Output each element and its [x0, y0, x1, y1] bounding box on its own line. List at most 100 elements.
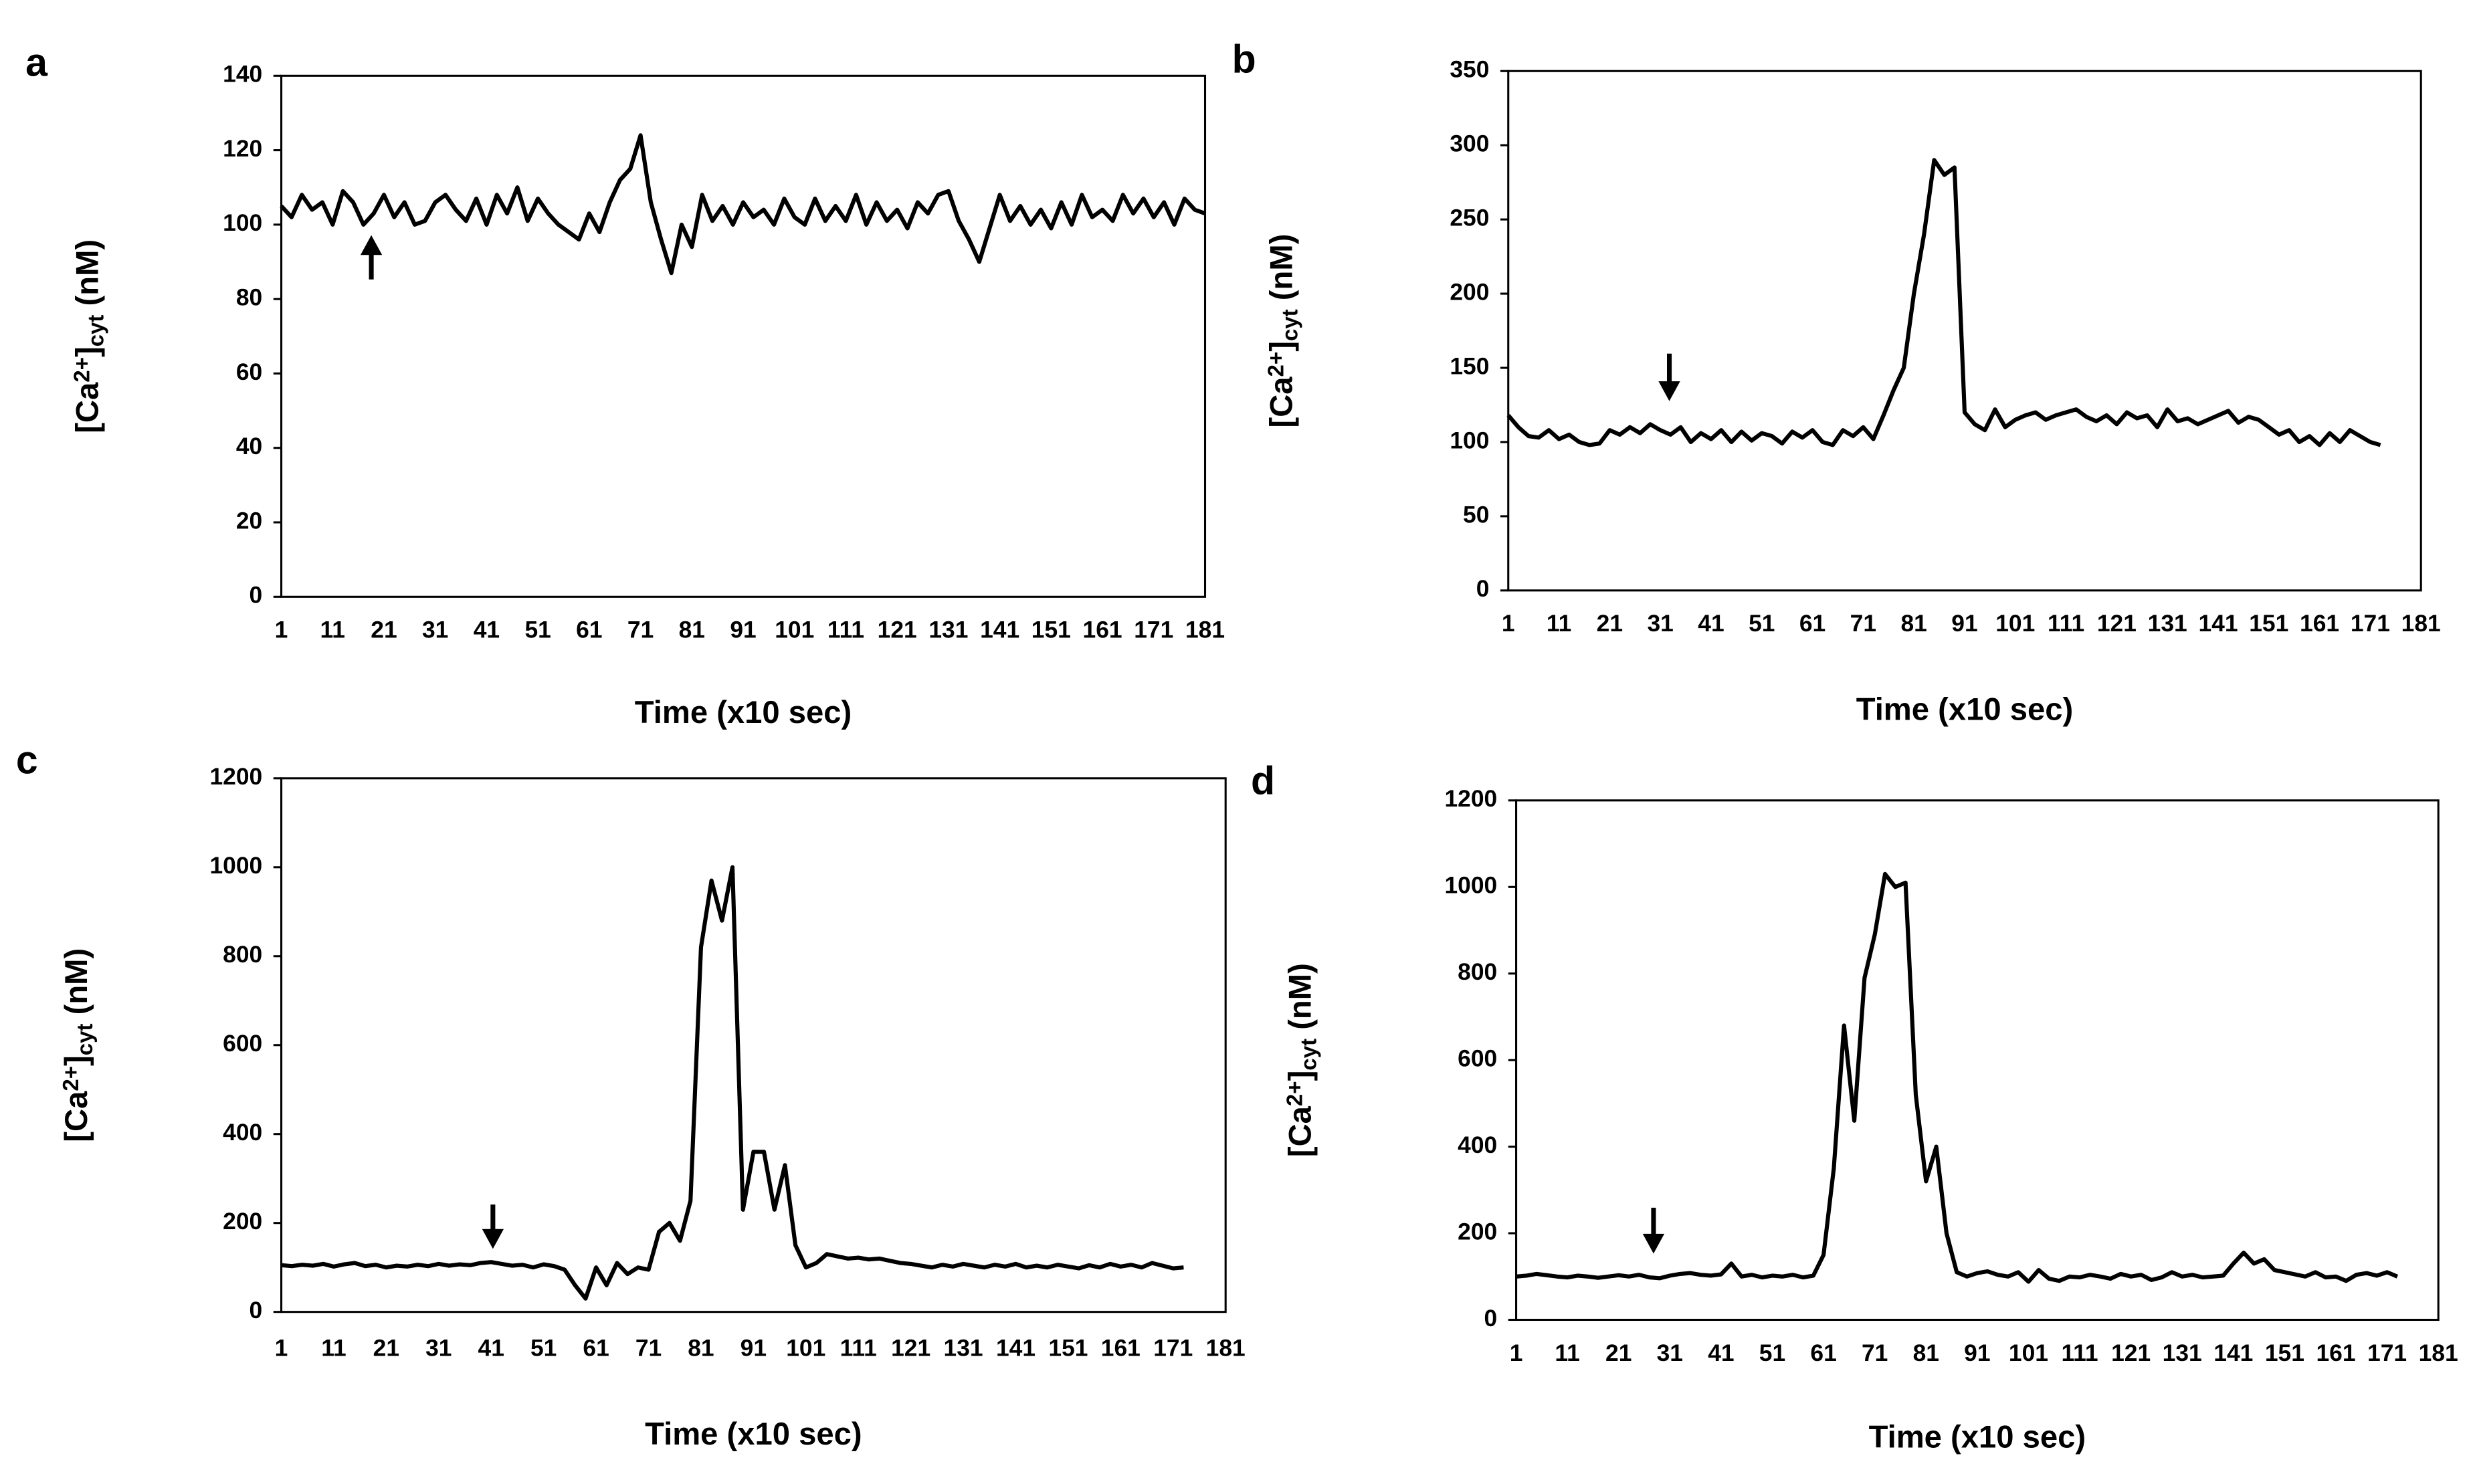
x-tick-label: 181: [1185, 617, 1225, 643]
y-axis-title-part: ]: [1264, 341, 1299, 352]
x-tick-label: 91: [1951, 610, 1977, 637]
x-tick-label: 161: [2316, 1340, 2355, 1366]
x-tick-label: 111: [2061, 1340, 2098, 1366]
y-tick-label: 200: [1450, 278, 1489, 305]
y-axis-title-part: [Ca: [1283, 1105, 1318, 1157]
x-tick-label: 61: [583, 1335, 609, 1362]
x-tick-label: 71: [627, 617, 654, 643]
x-tick-label: 1: [275, 617, 288, 643]
y-axis-title-part: ]: [59, 1055, 94, 1066]
y-tick-label: 400: [223, 1119, 262, 1146]
y-tick-label: 250: [1450, 204, 1489, 231]
x-tick-label: 101: [1995, 610, 2035, 637]
y-axis-title: [Ca2+]cyt (nM): [59, 948, 98, 1142]
x-tick-label: 151: [1048, 1335, 1088, 1362]
x-tick-label: 51: [530, 1335, 557, 1362]
x-tick-label: 51: [1749, 610, 1775, 637]
y-tick-label: 60: [236, 358, 262, 385]
y-axis-title: [Ca2+]cyt (nM): [70, 239, 109, 433]
x-tick-label: 141: [2198, 610, 2238, 637]
x-tick-label: 171: [1153, 1335, 1193, 1362]
x-tick-label: 171: [2367, 1340, 2407, 1366]
y-axis-title-part: cyt: [73, 1023, 98, 1055]
y-axis-title-part: ]: [1283, 1071, 1318, 1081]
y-tick-label: 100: [1450, 427, 1489, 453]
x-tick-label: 21: [1605, 1340, 1632, 1366]
data-line: [1516, 871, 2399, 1284]
x-tick-label: 21: [371, 617, 397, 643]
y-tick-label: 40: [236, 433, 262, 459]
x-tick-label: 181: [1206, 1335, 1246, 1362]
y-tick-label: 150: [1450, 352, 1489, 379]
y-tick-label: 120: [223, 135, 262, 162]
x-tick-label: 151: [2249, 610, 2288, 637]
x-tick-label: 141: [996, 1335, 1035, 1362]
arrow-head: [482, 1229, 504, 1249]
y-axis-title-part: (nM): [70, 239, 106, 315]
x-tick-label: 81: [688, 1335, 714, 1362]
x-tick-label: 31: [1657, 1340, 1683, 1366]
x-tick-label: 131: [2163, 1340, 2202, 1366]
y-tick-label: 0: [250, 1297, 263, 1323]
y-tick-label: 300: [1450, 130, 1489, 157]
x-tick-label: 91: [730, 617, 756, 643]
y-axis-title-part: ]: [70, 346, 106, 357]
arrows: [360, 235, 1680, 1254]
x-tick-label: 101: [2009, 1340, 2048, 1366]
y-axis-title-part: 2+: [1264, 352, 1288, 377]
y-axis-title: [Ca2+]cyt (nM): [1282, 963, 1321, 1157]
x-tick-label: 81: [1913, 1340, 1939, 1366]
y-tick-label: 350: [1450, 56, 1489, 83]
y-tick-label: 0: [1476, 575, 1490, 602]
y-axis-title-part: [Ca: [70, 382, 106, 433]
x-tick-label: 21: [1597, 610, 1623, 637]
y-axis-title-part: cyt: [84, 315, 109, 347]
x-tick-label: 171: [2351, 610, 2390, 637]
x-tick-label: 101: [786, 1335, 825, 1362]
x-tick-label: 11: [321, 1335, 346, 1362]
y-tick-label: 400: [1458, 1132, 1497, 1158]
x-tick-label: 151: [1031, 617, 1071, 643]
y-axis-title-part: (nM): [59, 948, 94, 1024]
panel-letter: c: [16, 738, 38, 782]
data-line: [280, 133, 1206, 276]
x-tick-label: 81: [1900, 610, 1927, 637]
y-axis-title-part: 2+: [59, 1066, 84, 1091]
x-tick-label: 51: [1759, 1340, 1785, 1366]
x-tick-label: 161: [2300, 610, 2339, 637]
y-tick-label: 0: [250, 582, 263, 609]
y-tick-label: 1200: [209, 763, 262, 790]
y-tick-label: 200: [1458, 1218, 1497, 1245]
plot-frame: [280, 777, 1227, 1313]
panel-letter: d: [1251, 758, 1275, 803]
y-axis-title-part: 2+: [70, 357, 95, 383]
x-tick-label: 141: [980, 617, 1019, 643]
x-axis-title: Time (x10 sec): [635, 695, 852, 730]
x-axis-title: Time (x10 sec): [645, 1416, 862, 1452]
x-tick-label: 111: [827, 617, 864, 643]
y-tick-label: 20: [236, 507, 262, 534]
y-tick-label: 800: [223, 941, 262, 968]
y-tick-label: 100: [223, 209, 262, 236]
data-line: [281, 865, 1184, 1301]
x-tick-label: 131: [2148, 610, 2187, 637]
x-tick-label: 31: [425, 1335, 452, 1362]
y-tick-label: 1200: [1444, 785, 1497, 812]
x-tick-label: 111: [840, 1335, 877, 1362]
x-tick-label: 121: [891, 1335, 930, 1362]
x-tick-label: 141: [2213, 1340, 2253, 1366]
x-tick-label: 121: [2111, 1340, 2151, 1366]
x-tick-label: 161: [1083, 617, 1122, 643]
y-tick-label: 0: [1484, 1305, 1498, 1332]
x-tick-label: 71: [1850, 610, 1876, 637]
x-tick-label: 181: [2401, 610, 2441, 637]
x-tick-label: 41: [1708, 1340, 1734, 1366]
x-tick-label: 61: [1799, 610, 1825, 637]
arrow-head: [360, 235, 383, 255]
y-axis-title-part: cyt: [1297, 1039, 1322, 1071]
x-tick-label: 11: [1555, 1340, 1579, 1366]
x-axis-title: Time (x10 sec): [1869, 1420, 2086, 1455]
y-tick-label: 600: [223, 1030, 262, 1057]
